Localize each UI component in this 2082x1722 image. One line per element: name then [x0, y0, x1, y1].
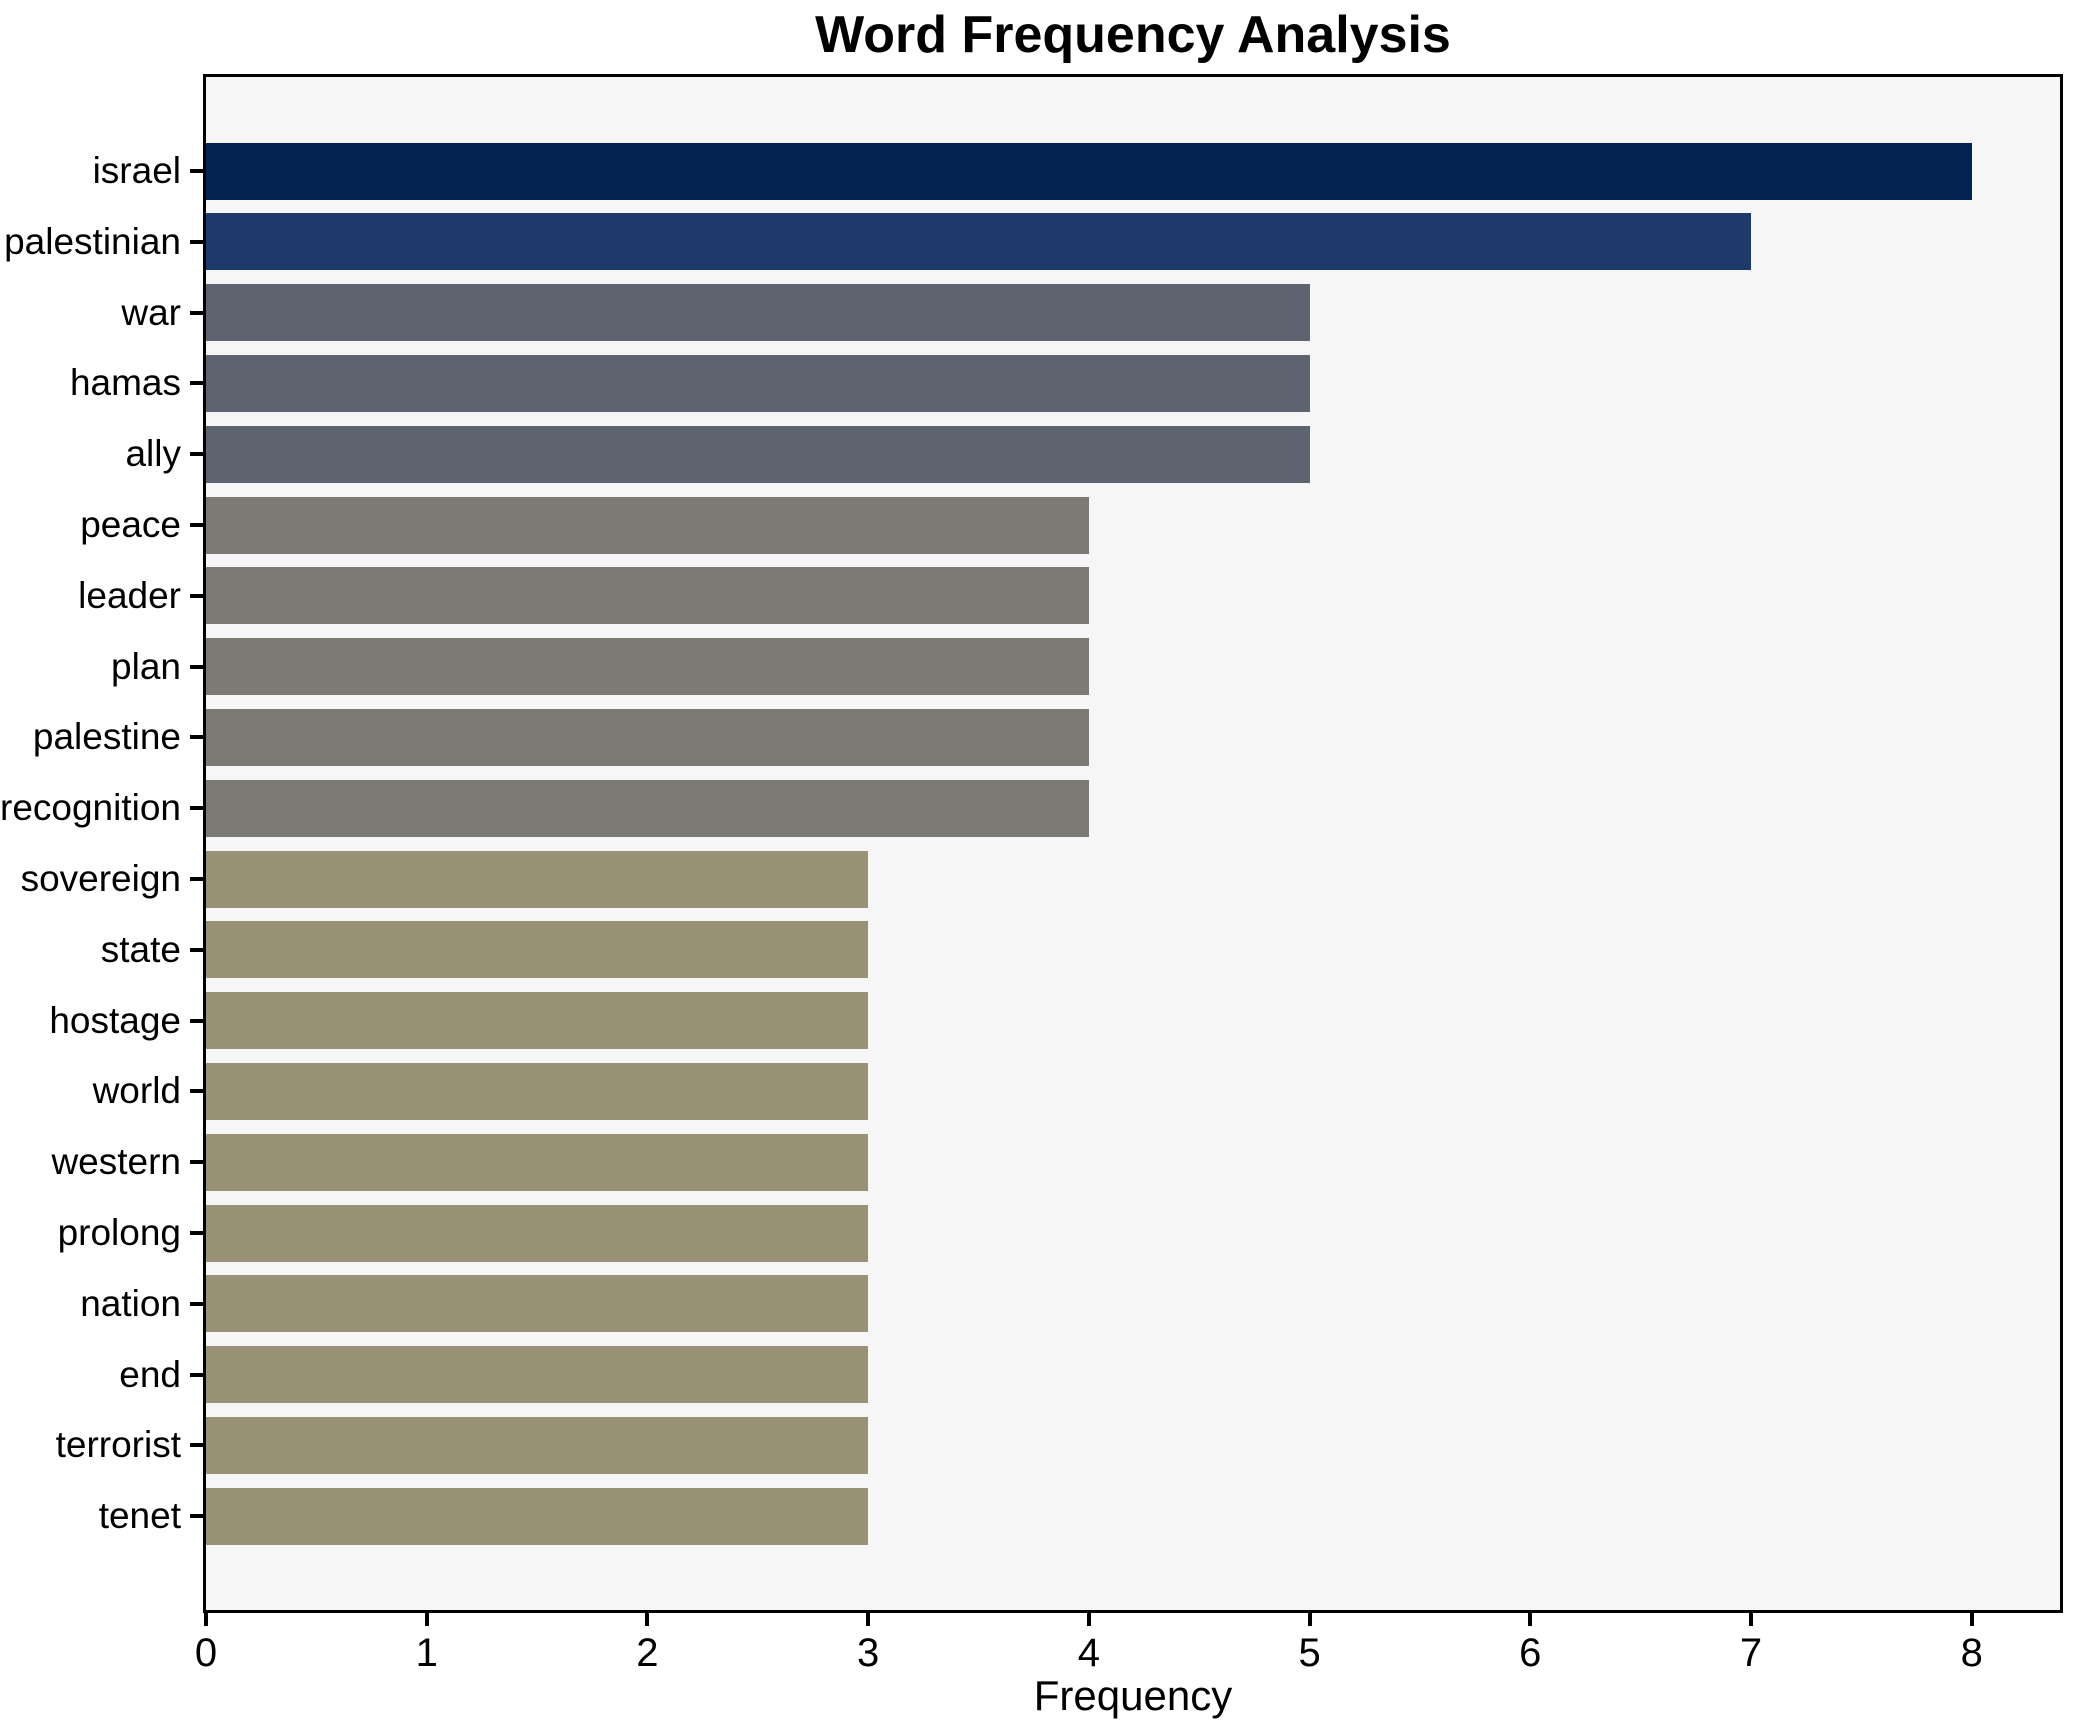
bar-ally: [206, 425, 1310, 483]
y-tick-label-recognition: recognition: [0, 787, 182, 829]
y-tick-label-war: war: [121, 291, 181, 333]
y-tick-world: [190, 1089, 203, 1094]
y-tick-leader: [190, 593, 203, 598]
y-tick-ally: [190, 452, 203, 457]
x-tick-2: [645, 1613, 650, 1626]
y-tick-hostage: [190, 1018, 203, 1023]
y-tick-war: [190, 310, 203, 315]
x-tick-label-8: 8: [1960, 1631, 1983, 1675]
plot-area: [203, 74, 2063, 1613]
bar-israel: [206, 142, 1972, 200]
y-tick-label-palestine: palestine: [32, 716, 181, 758]
y-tick-label-western: western: [51, 1141, 181, 1183]
y-tick-state: [190, 947, 203, 952]
bar-state: [206, 921, 869, 979]
bar-war: [206, 284, 1310, 342]
x-tick-label-6: 6: [1519, 1631, 1542, 1675]
x-tick-5: [1307, 1613, 1312, 1626]
x-tick-4: [1086, 1613, 1091, 1626]
y-tick-label-sovereign: sovereign: [20, 858, 181, 899]
chart-title: Word Frequency Analysis: [815, 6, 1451, 64]
y-tick-tenet: [190, 1514, 203, 1519]
y-tick-label-nation: nation: [80, 1282, 181, 1324]
y-tick-label-tenet: tenet: [98, 1495, 181, 1537]
bar-nation: [206, 1275, 869, 1333]
bar-hostage: [206, 992, 869, 1050]
y-tick-label-israel: israel: [92, 150, 181, 191]
bar-prolong: [206, 1204, 869, 1262]
x-tick-3: [866, 1613, 871, 1626]
x-axis-title: Frequency: [1033, 1672, 1233, 1719]
y-tick-label-prolong: prolong: [57, 1212, 181, 1253]
y-tick-label-world: world: [92, 1070, 181, 1112]
bar-palestine: [206, 708, 1089, 766]
y-tick-palestine: [190, 735, 203, 740]
bar-peace: [206, 496, 1089, 554]
bar-recognition: [206, 779, 1089, 837]
y-tick-label-ally: ally: [125, 433, 181, 475]
bar-end: [206, 1346, 869, 1404]
bar-world: [206, 1062, 869, 1120]
x-tick-label-5: 5: [1298, 1631, 1321, 1675]
y-tick-israel: [190, 169, 203, 173]
y-tick-terrorist: [190, 1443, 203, 1448]
x-tick-1: [424, 1613, 429, 1626]
x-tick-8: [1969, 1613, 1974, 1626]
y-tick-peace: [190, 523, 203, 527]
y-tick-recognition: [190, 806, 203, 811]
y-tick-label-hamas: hamas: [69, 362, 181, 404]
x-tick-0: [204, 1613, 208, 1626]
x-tick-6: [1528, 1613, 1533, 1626]
y-tick-label-state: state: [100, 928, 181, 970]
bar-western: [206, 1133, 869, 1191]
y-tick-label-leader: leader: [78, 574, 181, 616]
x-tick-label-2: 2: [636, 1631, 659, 1675]
bar-sovereign: [206, 850, 869, 908]
y-tick-label-hostage: hostage: [49, 999, 181, 1041]
y-tick-plan: [190, 664, 203, 669]
y-tick-label-terrorist: terrorist: [55, 1424, 181, 1466]
y-tick-hamas: [190, 381, 203, 386]
y-tick-end: [190, 1372, 203, 1377]
x-tick-label-1: 1: [415, 1631, 438, 1675]
x-tick-label-3: 3: [857, 1631, 880, 1675]
y-tick-label-peace: peace: [80, 504, 181, 545]
x-tick-label-7: 7: [1739, 1631, 1763, 1675]
y-tick-sovereign: [190, 877, 203, 881]
bar-hamas: [206, 354, 1310, 412]
x-tick-label-0: 0: [194, 1631, 218, 1675]
bar-leader: [206, 567, 1089, 625]
bar-terrorist: [206, 1416, 869, 1474]
x-tick-7: [1749, 1613, 1753, 1626]
y-tick-nation: [190, 1301, 203, 1306]
bar-palestinian: [206, 213, 1751, 271]
y-tick-palestinian: [190, 239, 203, 244]
y-tick-label-end: end: [119, 1353, 181, 1395]
y-tick-western: [190, 1160, 203, 1165]
x-tick-label-4: 4: [1077, 1631, 1100, 1675]
y-tick-prolong: [190, 1231, 203, 1235]
bar-tenet: [206, 1487, 869, 1545]
y-tick-label-palestinian: palestinian: [4, 220, 181, 262]
bar-plan: [206, 638, 1089, 696]
y-tick-label-plan: plan: [111, 645, 181, 687]
